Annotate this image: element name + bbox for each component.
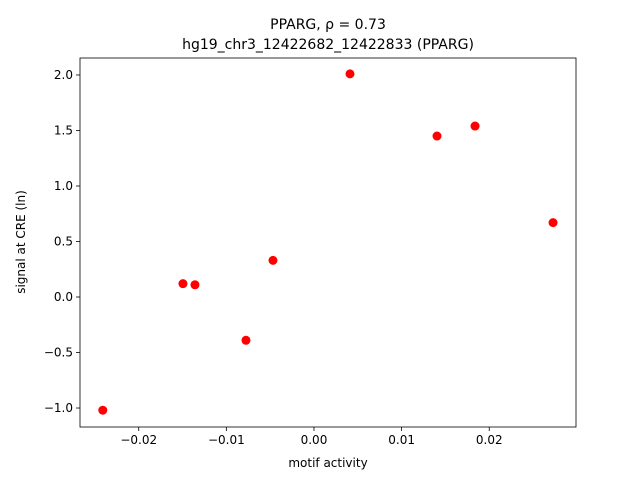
y-tick-label: 0.5	[54, 235, 73, 249]
point	[98, 405, 108, 415]
chart-title: PPARG, ρ = 0.73	[270, 17, 386, 33]
chart-subtitle: hg19_chr3_12422682_12422833 (PPARG)	[182, 37, 474, 53]
y-tick-label: 1.0	[54, 179, 73, 193]
x-tick-label: 0.00	[301, 433, 328, 447]
point	[470, 121, 480, 131]
point	[548, 218, 558, 228]
point	[178, 279, 188, 289]
x-tick-label: 0.01	[388, 433, 415, 447]
y-tick-label: 2.0	[54, 68, 73, 82]
point	[345, 69, 355, 79]
point	[241, 335, 251, 345]
point	[432, 131, 442, 141]
point	[190, 280, 200, 290]
y-tick-label: 1.5	[54, 123, 73, 137]
x-tick-label: 0.02	[476, 433, 503, 447]
plot-frame	[79, 57, 577, 428]
x-tick-label: −0.02	[120, 433, 157, 447]
y-axis-label: signal at CRE (ln)	[14, 190, 28, 294]
x-axis-label: motif activity	[288, 456, 367, 470]
y-tick-label: −0.5	[44, 346, 73, 360]
y-tick-label: 0.0	[54, 290, 73, 304]
point	[268, 255, 278, 265]
y-tick-label: −1.0	[44, 401, 73, 415]
x-tick-label: −0.01	[208, 433, 245, 447]
